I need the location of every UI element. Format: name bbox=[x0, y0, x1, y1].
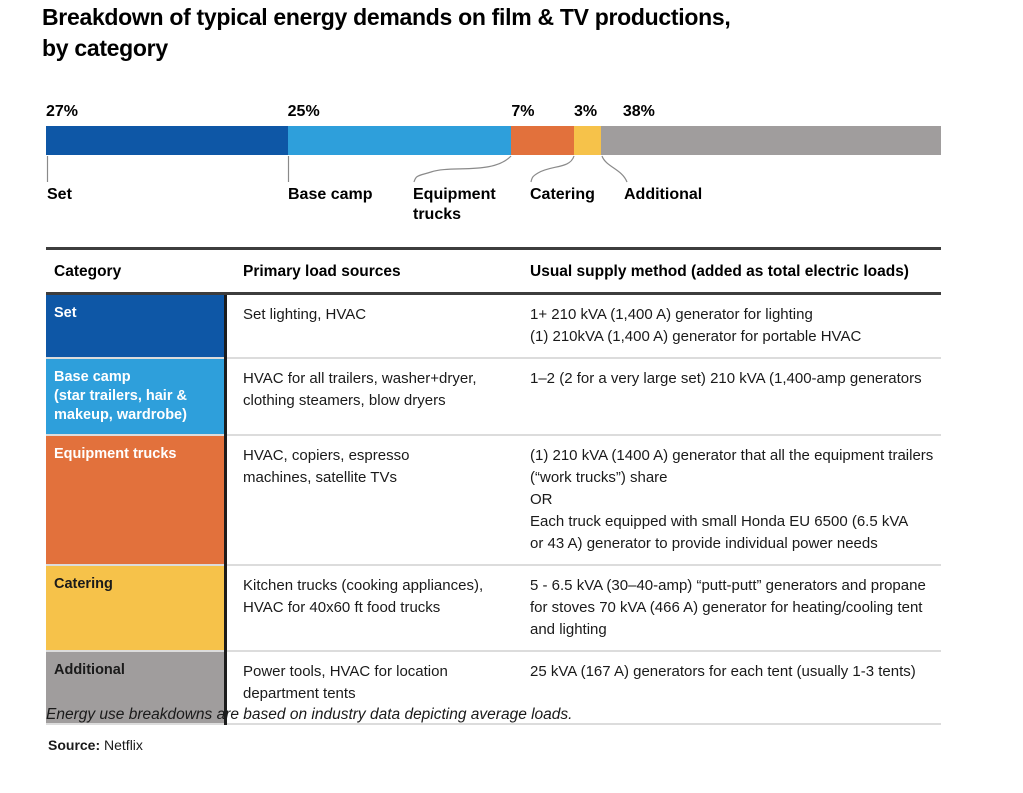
supply-method-cell: (1) 210 kVA (1400 A) generator that all … bbox=[530, 447, 934, 552]
table-row-set: Set Set lighting, HVAC 1+ 210 kVA (1,400… bbox=[46, 295, 941, 359]
load-sources-cell: HVAC, copiers, espresso machines, satell… bbox=[243, 447, 410, 486]
table-row-catering: Catering Kitchen trucks (cooking applian… bbox=[46, 566, 941, 652]
category-cell: Set bbox=[46, 295, 224, 357]
bar-segment-equipment-trucks: 7% bbox=[511, 103, 575, 155]
stacked-bar: 27% 25% 7% 3% 38% bbox=[46, 103, 941, 155]
category-column-border bbox=[224, 295, 227, 725]
table-row-equipment-trucks: Equipment trucks HVAC, copiers, espresso… bbox=[46, 436, 941, 566]
header-load-sources: Primary load sources bbox=[243, 263, 401, 280]
source-label: Source: bbox=[48, 737, 101, 753]
table-body: Set Set lighting, HVAC 1+ 210 kVA (1,400… bbox=[46, 295, 941, 725]
table-header-rule bbox=[46, 292, 941, 295]
category-cell: Base camp (star trailers, hair & makeup,… bbox=[46, 359, 224, 434]
load-sources-cell: Kitchen trucks (cooking appliances), HVA… bbox=[243, 577, 484, 616]
leader-lines bbox=[46, 155, 628, 183]
bar-segment-base-camp: 25% bbox=[287, 103, 512, 155]
leader-equipment-trucks bbox=[413, 155, 512, 183]
table-top-rule bbox=[46, 247, 941, 250]
page-title: Breakdown of typical energy demands on f… bbox=[42, 2, 731, 64]
leader-catering bbox=[530, 155, 575, 183]
bar-label-catering: Catering bbox=[530, 186, 595, 203]
bar-segment-set: 27% bbox=[46, 103, 288, 155]
bar-percent-label: 3% bbox=[574, 103, 598, 120]
title-line-1: Breakdown of typical energy demands on f… bbox=[42, 4, 731, 30]
bar-percent-label: 25% bbox=[287, 103, 320, 120]
bar-label-equipment-trucks: Equipment trucks bbox=[413, 186, 496, 223]
category-cell: Catering bbox=[46, 566, 224, 650]
bar-segment-catering: 3% bbox=[574, 103, 601, 155]
source-line: Source: Netflix bbox=[48, 737, 143, 753]
energy-table: Category Primary load sources Usual supp… bbox=[46, 247, 941, 725]
title-line-2: by category bbox=[42, 35, 168, 61]
source-value: Netflix bbox=[104, 737, 143, 753]
stacked-bar-chart: 27% 25% 7% 3% 38% Set Base camp Equipment tr… bbox=[46, 103, 941, 241]
supply-method-cell: 5 - 6.5 kVA (30–40-amp) “putt-putt” gene… bbox=[530, 577, 926, 638]
bar-label-additional: Additional bbox=[624, 186, 703, 203]
header-supply-method: Usual supply method (added as total elec… bbox=[530, 263, 909, 280]
table-row-additional: Additional Power tools, HVAC for locatio… bbox=[46, 652, 941, 725]
bar-label-set: Set bbox=[47, 186, 72, 203]
table-row-base-camp: Base camp (star trailers, hair & makeup,… bbox=[46, 359, 941, 436]
bar-label-base-camp: Base camp bbox=[288, 186, 373, 203]
table-header-row: Category Primary load sources Usual supp… bbox=[46, 250, 941, 292]
category-cell: Additional bbox=[46, 652, 224, 723]
load-sources-cell: Set lighting, HVAC bbox=[243, 306, 367, 323]
bar-percent-label: 7% bbox=[511, 103, 535, 120]
load-sources-cell: HVAC for all trailers, washer+dryer, clo… bbox=[243, 370, 477, 409]
supply-method-cell: 1–2 (2 for a very large set) 210 kVA (1,… bbox=[530, 370, 922, 387]
category-cell: Equipment trucks bbox=[46, 436, 224, 564]
header-category: Category bbox=[54, 263, 122, 280]
bar-segment-additional: 38% bbox=[600, 103, 941, 155]
bar-category-labels: Set Base camp Equipment trucks Catering … bbox=[46, 185, 941, 241]
load-sources-cell: Power tools, HVAC for location departmen… bbox=[243, 663, 448, 702]
supply-method-cell: 25 kVA (167 A) generators for each tent … bbox=[530, 663, 916, 680]
leader-additional bbox=[601, 155, 628, 183]
bar-percent-label: 38% bbox=[622, 103, 655, 120]
supply-method-cell: 1+ 210 kVA (1,400 A) generator for light… bbox=[530, 306, 862, 345]
bar-percent-label: 27% bbox=[46, 103, 79, 120]
footnote: Energy use breakdowns are based on indus… bbox=[46, 706, 573, 723]
